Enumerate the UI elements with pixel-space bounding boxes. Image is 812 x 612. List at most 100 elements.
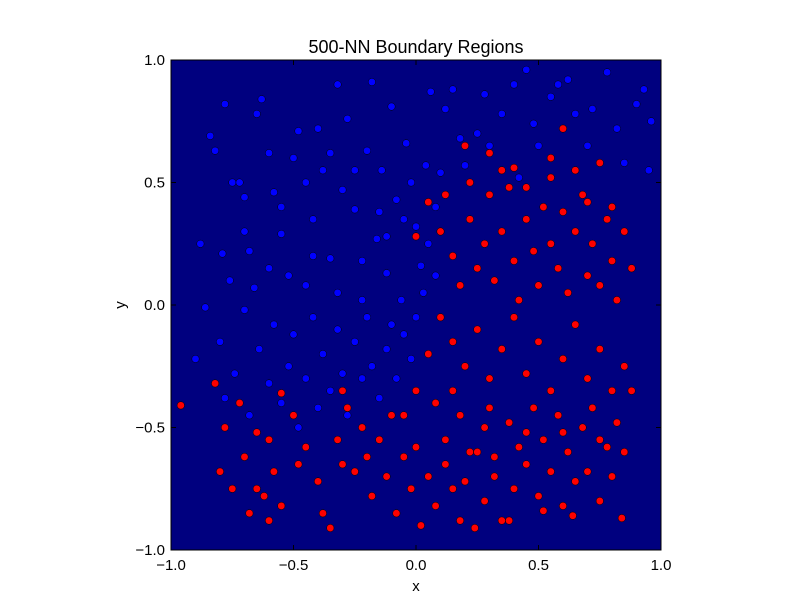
scatter-point: [595, 158, 604, 167]
scatter-point: [301, 374, 310, 383]
scatter-point: [470, 524, 479, 532]
scatter-point: [252, 428, 261, 437]
scatter-point: [529, 119, 538, 128]
scatter-point: [350, 337, 359, 346]
scatter-point: [546, 239, 555, 248]
scatter-point: [333, 80, 342, 89]
scatter-point: [277, 399, 286, 407]
scatter-point: [309, 215, 318, 224]
scatter-point: [559, 207, 567, 216]
scatter-point: [510, 484, 518, 493]
scatter-point: [382, 345, 391, 354]
scatter-point: [367, 492, 376, 501]
scatter-point: [608, 203, 616, 211]
scatter-point: [407, 484, 416, 493]
scatter-point: [497, 345, 506, 354]
scatter-point: [510, 313, 518, 322]
scatter-point: [350, 467, 359, 476]
scatter-point: [196, 239, 205, 248]
scatter-point: [220, 423, 229, 432]
scatter-point: [363, 313, 371, 322]
scatter-point: [235, 178, 244, 187]
scatter-point: [583, 467, 592, 476]
scatter-point: [546, 386, 555, 395]
scatter-point: [583, 374, 592, 383]
scatter-point: [539, 203, 548, 211]
scatter-point: [436, 168, 445, 177]
scatter-point: [363, 146, 371, 155]
x-tick-label: −1.0: [156, 557, 186, 574]
scatter-point: [522, 460, 531, 469]
scatter-point: [559, 428, 567, 437]
scatter-point: [228, 484, 237, 493]
scatter-point: [522, 183, 531, 192]
scatter-point: [578, 423, 587, 432]
scatter-point: [350, 166, 359, 175]
scatter-point: [314, 477, 322, 486]
scatter-point: [588, 105, 597, 113]
scatter-point: [620, 362, 629, 371]
x-tick-label: 0.0: [406, 557, 427, 574]
scatter-point: [559, 501, 567, 510]
scatter-point: [294, 127, 303, 136]
scatter-point: [326, 254, 335, 263]
scatter-point: [399, 411, 408, 420]
scatter-point: [269, 188, 278, 197]
scatter-point: [407, 354, 416, 363]
scatter-point: [448, 386, 457, 395]
scatter-point: [265, 264, 273, 273]
scatter-point: [620, 448, 629, 456]
scatter-point: [639, 85, 648, 94]
scatter-point: [473, 129, 482, 138]
scatter-point: [627, 386, 636, 395]
scatter-point: [392, 374, 401, 383]
scatter-point: [534, 281, 543, 290]
y-axis-label: y: [112, 301, 129, 309]
scatter-point: [314, 403, 322, 412]
scatter-point: [343, 411, 352, 420]
scatter-point: [309, 252, 318, 260]
scatter-point: [343, 403, 352, 412]
scatter-point: [595, 497, 604, 505]
scatter-point: [424, 239, 433, 248]
scatter-point: [441, 190, 450, 199]
scatter-point: [397, 296, 406, 305]
scatter-point: [382, 472, 391, 481]
scatter-point: [431, 203, 440, 211]
scatter-point: [539, 506, 548, 515]
scatter-point: [480, 90, 489, 99]
scatter-point: [485, 374, 494, 383]
scatter-point: [277, 389, 286, 398]
scatter-point: [220, 100, 229, 109]
scatter-point: [563, 448, 572, 456]
scatter-point: [534, 141, 543, 150]
scatter-point: [338, 369, 347, 378]
scatter-point: [490, 472, 499, 481]
scatter-point: [277, 229, 286, 238]
scatter-point: [546, 154, 555, 162]
scatter-point: [595, 281, 604, 290]
scatter-point: [546, 173, 555, 182]
scatter-point: [284, 271, 293, 280]
scatter-point: [448, 85, 457, 94]
x-axis: −1.0 −0.5 0.0 0.5 1.0: [156, 60, 671, 574]
scatter-point: [211, 146, 220, 155]
scatter-point: [485, 190, 494, 199]
scatter-point: [318, 509, 327, 518]
scatter-point: [255, 345, 264, 354]
scatter-point: [571, 166, 580, 175]
scatter-point: [399, 330, 408, 339]
scatter-point: [554, 80, 563, 89]
scatter-point: [497, 516, 506, 525]
scatter-point: [220, 394, 229, 403]
scatter-point: [465, 215, 474, 224]
scatter-point: [505, 183, 514, 192]
scatter-point: [412, 386, 420, 395]
scatter-point: [578, 190, 587, 199]
scatter-point: [372, 234, 381, 243]
scatter-point: [514, 173, 523, 182]
scatter-point: [456, 134, 465, 143]
y-tick-label: −0.5: [135, 420, 165, 437]
scatter-point: [546, 92, 555, 101]
scatter-point: [318, 350, 327, 358]
